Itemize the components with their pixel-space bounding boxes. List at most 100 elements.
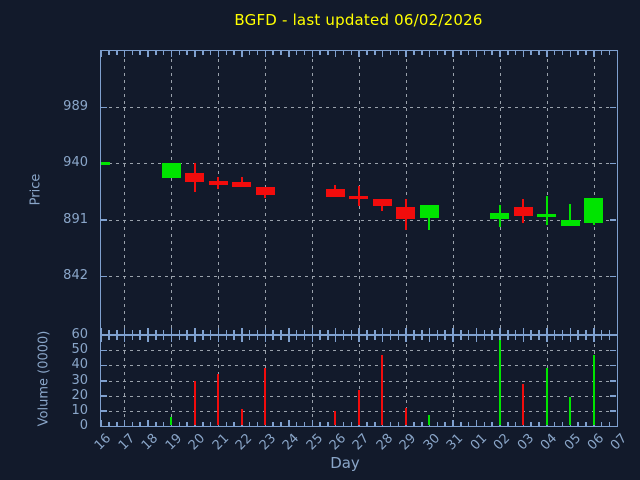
candle-body [537,213,557,218]
volume-bar [498,339,501,425]
y-tick [101,275,107,278]
x-minor-tick [491,335,493,340]
x-minor-tick [108,421,110,426]
x-minor-tick [421,421,423,426]
candle-body [513,207,533,216]
candle-body [101,161,111,165]
vertical-gridline [171,52,173,332]
x-minor-tick [209,50,212,55]
x-minor-tick [131,329,134,334]
x-minor-tick [483,335,486,340]
x-minor-tick [436,335,439,340]
vertical-gridline [499,52,501,332]
x-minor-tick [248,421,251,426]
x-minor-tick [116,329,118,334]
x-minor-tick [514,329,517,334]
x-minor-tick [389,421,392,426]
day-tick-label: 28 [373,431,397,454]
x-minor-tick [233,421,235,426]
x-minor-tick [319,421,321,426]
volume-tick-label: 60 [71,327,88,342]
x-minor-tick [397,329,400,334]
x-minor-tick [202,329,204,334]
x-minor-tick [186,421,188,426]
x-minor-tick [538,421,540,426]
y-tick [610,275,616,278]
x-minor-tick [600,50,603,55]
x-tick [475,419,478,426]
day-tick-label: 26 [326,431,350,454]
x-minor-tick [483,50,486,55]
candle-body [255,186,275,195]
y-tick [101,349,107,352]
candle-body [490,213,510,219]
x-tick [264,335,267,342]
x-minor-tick [131,50,134,55]
x-minor-tick [319,329,321,334]
x-minor-tick [272,329,274,334]
candle-wick [428,204,431,231]
x-minor-tick [209,329,212,334]
y-tick [101,380,107,382]
vertical-gridline [593,52,595,332]
x-minor-tick [444,335,446,340]
x-minor-tick [350,421,353,426]
price-tick-label: 891 [63,211,88,227]
x-tick [522,335,525,342]
x-minor-tick [608,335,611,340]
x-minor-tick [319,50,321,55]
x-tick [428,50,431,57]
x-minor-tick [421,50,423,55]
x-minor-tick [585,335,587,340]
day-tick-label: 30 [420,431,443,454]
horizontal-gridline [102,365,615,367]
x-minor-tick [256,421,259,426]
x-minor-tick [374,50,376,55]
candle-body [325,189,345,197]
x-minor-tick [491,329,493,334]
x-minor-tick [303,329,306,334]
x-minor-tick [467,50,470,55]
x-tick [358,335,360,342]
x-minor-tick [280,335,282,340]
day-tick-label: 24 [279,431,303,454]
x-minor-tick [327,335,329,340]
x-minor-tick [116,50,118,55]
volume-bar [592,354,595,425]
x-tick [264,50,267,57]
volume-bar [522,383,525,425]
x-minor-tick [209,421,212,426]
x-tick [147,50,149,57]
x-minor-tick [538,50,540,55]
y-tick [101,410,107,412]
day-tick-label: 06 [584,431,608,454]
price-tick-label: 989 [63,99,88,115]
x-tick [147,335,149,342]
day-tick-label: 27 [350,431,373,454]
x-tick [334,50,337,57]
x-minor-tick [585,421,587,426]
volume-bar [404,407,407,425]
day-tick-label: 23 [256,431,279,454]
volume-bar [357,389,360,425]
vertical-gridline [218,52,220,332]
y-tick [101,219,107,221]
x-minor-tick [467,335,470,340]
x-minor-tick [374,421,376,426]
day-tick-label: 19 [162,431,185,454]
x-minor-tick [186,50,188,55]
volume-bar [217,374,220,425]
x-tick [241,335,243,342]
x-minor-tick [186,335,188,340]
x-minor-tick [139,329,141,334]
x-minor-tick [577,421,579,426]
x-tick [381,335,384,342]
x-tick [381,50,384,57]
x-minor-tick [256,335,259,340]
x-tick [170,327,173,334]
x-minor-tick [397,421,400,426]
x-minor-tick [553,329,556,334]
x-tick [616,335,618,342]
x-minor-tick [272,50,274,55]
vertical-gridline [124,52,126,332]
